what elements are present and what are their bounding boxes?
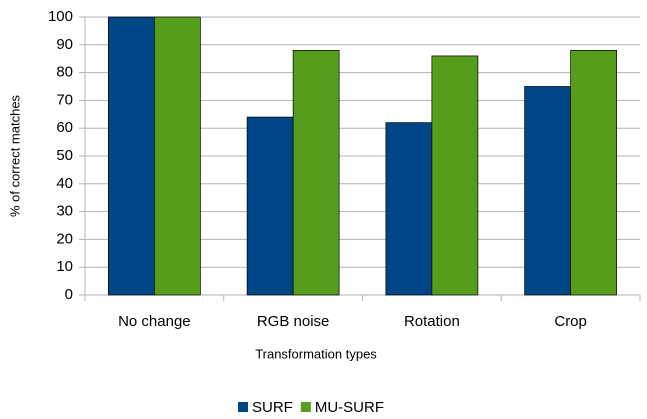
bar — [431, 55, 479, 296]
y-tick-label: 90 — [56, 36, 73, 53]
y-tick-label: 30 — [56, 203, 73, 220]
y-tick-label: 0 — [65, 286, 73, 303]
bar — [108, 16, 155, 296]
legend-label: MU-SURF — [315, 399, 384, 416]
bar — [246, 116, 294, 296]
bar — [385, 122, 433, 296]
legend-swatch — [300, 402, 311, 412]
y-tick-label: 80 — [56, 64, 73, 81]
y-tick-label: 70 — [56, 91, 73, 108]
y-tick-label: 40 — [56, 175, 73, 192]
y-tick-label: 60 — [56, 119, 73, 136]
bar — [154, 16, 201, 296]
x-tick-label: Crop — [554, 313, 587, 330]
y-axis-label: % of correct matches — [7, 94, 22, 217]
y-tick-label: 50 — [56, 147, 73, 164]
bar — [570, 50, 617, 296]
y-tick-label: 20 — [56, 230, 73, 247]
x-tick-label: Rotation — [404, 313, 460, 330]
x-tick-label: No change — [118, 313, 191, 330]
legend-swatch — [238, 402, 248, 412]
y-tick-label: 100 — [48, 8, 73, 25]
legend-label: SURF — [252, 399, 293, 416]
x-tick-label: RGB noise — [257, 313, 330, 330]
bar — [292, 50, 340, 296]
y-tick-label: 10 — [56, 258, 73, 275]
x-axis-label: Transformation types — [255, 346, 377, 361]
bar — [524, 86, 571, 296]
